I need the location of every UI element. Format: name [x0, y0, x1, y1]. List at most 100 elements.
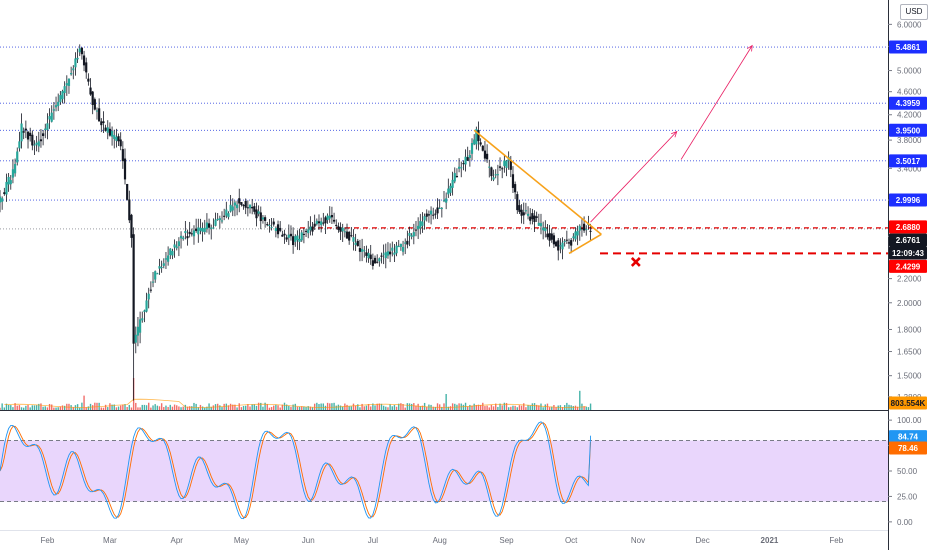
- price-tick-label: 4.2000: [897, 111, 922, 120]
- candle-down: [128, 199, 131, 221]
- red-level-lower-label-bg: [889, 259, 927, 273]
- volume-bar: [374, 405, 376, 410]
- volume-bar: [158, 406, 161, 410]
- candle-down: [479, 142, 482, 145]
- volume-bar: [115, 407, 118, 410]
- candle-up: [167, 255, 170, 262]
- red-level-lower-label-text: 2.4299: [896, 262, 921, 271]
- candle-up: [539, 223, 543, 227]
- volume-bar: [359, 407, 361, 410]
- candle-up: [447, 188, 450, 195]
- candle-down: [244, 201, 247, 208]
- candle-up: [205, 222, 209, 229]
- candle-down: [498, 166, 502, 168]
- candle-up: [417, 225, 420, 230]
- candle-up: [44, 128, 47, 131]
- candle-up: [326, 215, 329, 221]
- candle-up: [70, 73, 73, 75]
- volume-bar: [102, 407, 105, 410]
- candle-up: [542, 227, 545, 231]
- candle-up: [421, 221, 424, 226]
- volume-bar: [583, 406, 585, 410]
- candle-down: [389, 251, 392, 255]
- candle-down: [552, 235, 556, 245]
- candle-up: [235, 204, 239, 209]
- candle-up: [294, 236, 297, 242]
- volume-bar: [100, 407, 103, 410]
- candle-up: [106, 127, 109, 133]
- candle-up: [72, 68, 75, 71]
- candle-up: [11, 169, 15, 178]
- candle-down: [356, 240, 359, 247]
- volume-bar: [378, 403, 381, 410]
- resistance-level-label-text: 5.4861: [896, 43, 921, 52]
- candle-up: [227, 213, 230, 218]
- stoch-d-value-label-bg: [889, 441, 927, 455]
- volume-bar: [141, 404, 143, 410]
- candle-up: [410, 235, 413, 237]
- volume-bar: [109, 403, 111, 410]
- volume-bar: [512, 405, 514, 410]
- volume-bar: [16, 405, 18, 410]
- volume-bar: [477, 404, 480, 410]
- currency-button[interactable]: USD: [900, 4, 928, 20]
- volume-bar: [212, 405, 215, 410]
- candle-up: [412, 232, 415, 237]
- candle-up: [503, 160, 506, 166]
- candle-up: [270, 226, 273, 228]
- volume-bar: [240, 407, 243, 410]
- candle-up: [158, 266, 161, 269]
- volume-bar: [238, 403, 240, 410]
- osc-tick-label: 25.00: [897, 492, 918, 501]
- candle-up: [328, 215, 331, 219]
- volume-bar: [490, 404, 493, 410]
- volume-bar: [201, 406, 204, 410]
- volume-bar: [277, 405, 279, 410]
- candle-up: [52, 109, 55, 111]
- resistance-level-label-text: 2.9996: [896, 196, 921, 205]
- candle-up: [218, 218, 221, 221]
- volume-bar: [44, 406, 46, 410]
- osc-tick-label: 100.00: [897, 416, 922, 425]
- candle-down: [93, 99, 96, 110]
- volume-bar: [385, 406, 387, 410]
- volume-bar: [128, 404, 131, 410]
- volume-bar: [227, 405, 230, 410]
- candle-up: [367, 253, 370, 259]
- candle-up: [572, 236, 575, 238]
- candle-down: [281, 234, 284, 237]
- candle-down: [246, 207, 249, 209]
- volume-bar: [350, 406, 353, 410]
- volume-bar: [482, 402, 484, 410]
- volume-bar: [135, 402, 137, 410]
- candle-up: [37, 141, 40, 147]
- volume-bar: [229, 403, 232, 410]
- candle-up: [378, 258, 381, 262]
- candle-down: [427, 214, 431, 216]
- price-tick-label: 3.8000: [897, 136, 922, 145]
- candle-up: [212, 227, 215, 229]
- volume-bar: [225, 403, 228, 410]
- time-axis-label: Jul: [368, 536, 378, 545]
- volume-bar: [234, 404, 236, 410]
- volume-bar: [236, 407, 238, 410]
- candle-up: [429, 210, 433, 215]
- volume-bar: [380, 403, 383, 410]
- candle-down: [102, 121, 105, 124]
- candle-up: [138, 319, 142, 333]
- candle-up: [175, 246, 178, 249]
- volume-bar: [410, 403, 413, 410]
- candle-up: [1, 198, 4, 202]
- volume-bar: [473, 403, 475, 410]
- volume-bar: [53, 407, 55, 410]
- candle-up: [160, 267, 163, 269]
- candle-down: [580, 228, 584, 230]
- volume-bar: [279, 407, 281, 410]
- volume-bar: [260, 402, 262, 410]
- candle-up: [451, 179, 454, 188]
- volume-bar: [221, 407, 223, 410]
- candle-up: [576, 230, 579, 236]
- candle-up: [13, 164, 17, 174]
- candle-down: [238, 198, 241, 204]
